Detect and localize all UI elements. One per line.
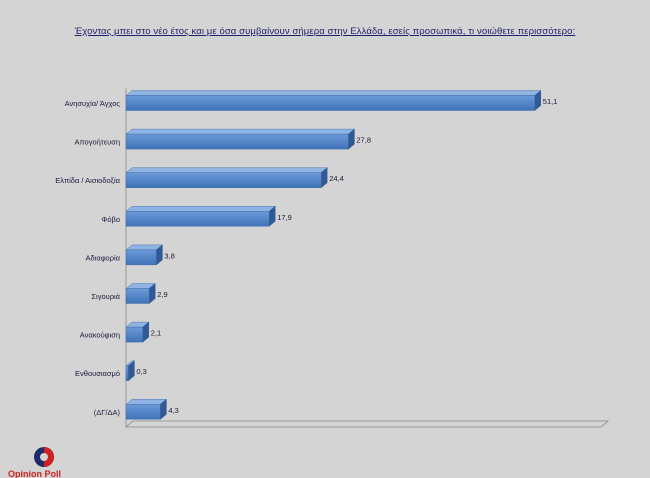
value-label: 27,8 bbox=[356, 136, 371, 145]
bar-front-face bbox=[125, 326, 143, 343]
bar-front-face bbox=[125, 404, 161, 420]
bar-front-face bbox=[125, 365, 129, 381]
bar-top-face bbox=[125, 206, 276, 212]
bar bbox=[125, 360, 135, 382]
bar-top-face bbox=[125, 128, 355, 135]
bar-front-face bbox=[125, 133, 349, 150]
bar bbox=[125, 128, 355, 150]
bar bbox=[125, 90, 542, 111]
bar-top-face bbox=[125, 244, 163, 251]
value-label: 51,1 bbox=[543, 97, 558, 106]
brand-logo-icon bbox=[34, 447, 54, 467]
bar-front-face bbox=[125, 95, 535, 111]
bar bbox=[125, 205, 276, 227]
value-label: 2,1 bbox=[151, 329, 161, 338]
bar-front-face bbox=[125, 172, 322, 188]
chart-floor bbox=[124, 420, 610, 428]
bar bbox=[125, 244, 163, 266]
bar-front-face bbox=[125, 249, 157, 266]
category-label: (ΔΓ/ΔΑ) bbox=[94, 408, 121, 417]
bar-top-face bbox=[125, 167, 328, 173]
bar-front-face bbox=[125, 288, 150, 304]
category-label: Αδιαφορία bbox=[86, 253, 121, 262]
category-label: Σιγουριά bbox=[91, 292, 120, 301]
value-label: 24,4 bbox=[329, 174, 344, 183]
bar bbox=[125, 283, 156, 304]
category-label: Ανακούφιση bbox=[80, 331, 120, 340]
bar bbox=[125, 167, 328, 189]
category-label: Ελπίδα / Αισιοδοξία bbox=[55, 176, 120, 185]
brand-name: Opinion Poll bbox=[8, 470, 61, 478]
bar-top-face bbox=[125, 90, 542, 96]
category-label: Απογοήτευση bbox=[74, 138, 120, 147]
category-label: Ανησυχία/ Άγχος bbox=[65, 99, 121, 108]
value-label: 0,3 bbox=[136, 367, 146, 376]
value-label: 17,9 bbox=[277, 213, 292, 222]
category-label: Φόβο bbox=[101, 215, 120, 224]
chart-title: Έχοντας μπει στο νέο έτος και με όσα συμ… bbox=[74, 26, 576, 37]
value-label: 3,8 bbox=[164, 251, 174, 260]
bar-top-face bbox=[125, 399, 167, 405]
category-label: Ενθουσιασμό bbox=[75, 369, 120, 378]
bar bbox=[125, 321, 150, 343]
value-label: 4,3 bbox=[168, 406, 178, 415]
bar-front-face bbox=[125, 211, 270, 227]
value-label: 2,9 bbox=[157, 290, 167, 299]
bar bbox=[125, 398, 167, 420]
